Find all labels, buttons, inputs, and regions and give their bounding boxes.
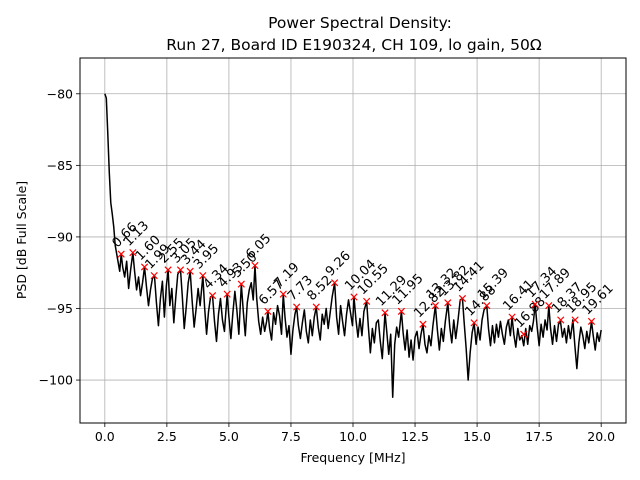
peak-marker <box>176 266 185 274</box>
peak-marker <box>545 302 553 310</box>
y-tick-label: −95 <box>47 301 73 316</box>
y-tick-label: −100 <box>39 373 73 388</box>
peak-marker <box>140 263 149 271</box>
peak-marker <box>520 330 528 338</box>
y-axis-ticks: −100 −95 −90 −85 −80 <box>39 86 80 388</box>
x-axis-label: Frequency [MHz] <box>300 450 405 465</box>
peak-marker <box>557 316 565 324</box>
peak-marker <box>431 302 440 310</box>
peak-marker <box>508 313 516 321</box>
peak-marker <box>587 317 596 325</box>
peak-marker <box>237 280 245 288</box>
chart-title: Power Spectral Density: <box>268 14 452 32</box>
peak-marker <box>312 303 320 311</box>
peak-marker <box>331 279 339 287</box>
chart-subtitle: Run 27, Board ID E190324, CH 109, lo gai… <box>166 36 542 54</box>
peak-marker <box>458 294 467 303</box>
x-tick-label: 12.5 <box>401 429 429 444</box>
peak-marker <box>571 316 579 324</box>
x-tick-label: 15.0 <box>463 429 491 444</box>
peak-marker <box>293 303 301 311</box>
peak-marker <box>381 309 389 317</box>
peak-marker <box>419 320 427 328</box>
peak-marker <box>350 293 358 301</box>
x-tick-label: 17.5 <box>525 429 553 444</box>
peak-marker <box>470 319 478 327</box>
x-tick-label: 7.5 <box>281 429 301 444</box>
y-tick-label: −90 <box>47 229 73 244</box>
x-tick-label: 0.0 <box>95 429 115 444</box>
peak-marker <box>208 291 217 300</box>
psd-series-line <box>104 93 602 398</box>
x-tick-label: 20.0 <box>587 429 615 444</box>
peak-marker <box>483 302 491 310</box>
y-axis-label: PSD [dB Full Scale] <box>14 181 29 299</box>
peak-marker <box>223 290 231 298</box>
x-tick-label: 2.5 <box>157 429 177 444</box>
x-axis-ticks: 0.0 2.5 5.0 7.5 10.0 12.5 15.0 17.5 20.0 <box>95 423 615 444</box>
x-tick-label: 10.0 <box>339 429 367 444</box>
peak-marker <box>531 300 539 308</box>
peak-marker <box>117 250 125 258</box>
y-tick-label: −85 <box>47 158 73 173</box>
series-layer <box>104 93 602 398</box>
peak-marker <box>363 297 371 305</box>
grid-lines <box>80 58 626 423</box>
peak-marker <box>279 290 287 298</box>
peak-marker <box>164 266 172 274</box>
peak-marker <box>129 249 137 257</box>
peak-marker <box>397 307 406 315</box>
peak-marker <box>251 261 259 270</box>
y-tick-label: −80 <box>47 86 73 101</box>
peak-marker <box>186 267 194 275</box>
peak-marker <box>199 271 207 280</box>
x-tick-label: 5.0 <box>219 429 239 444</box>
peak-marker <box>150 271 158 280</box>
peak-marker <box>444 299 452 307</box>
peak-marker <box>264 307 272 315</box>
